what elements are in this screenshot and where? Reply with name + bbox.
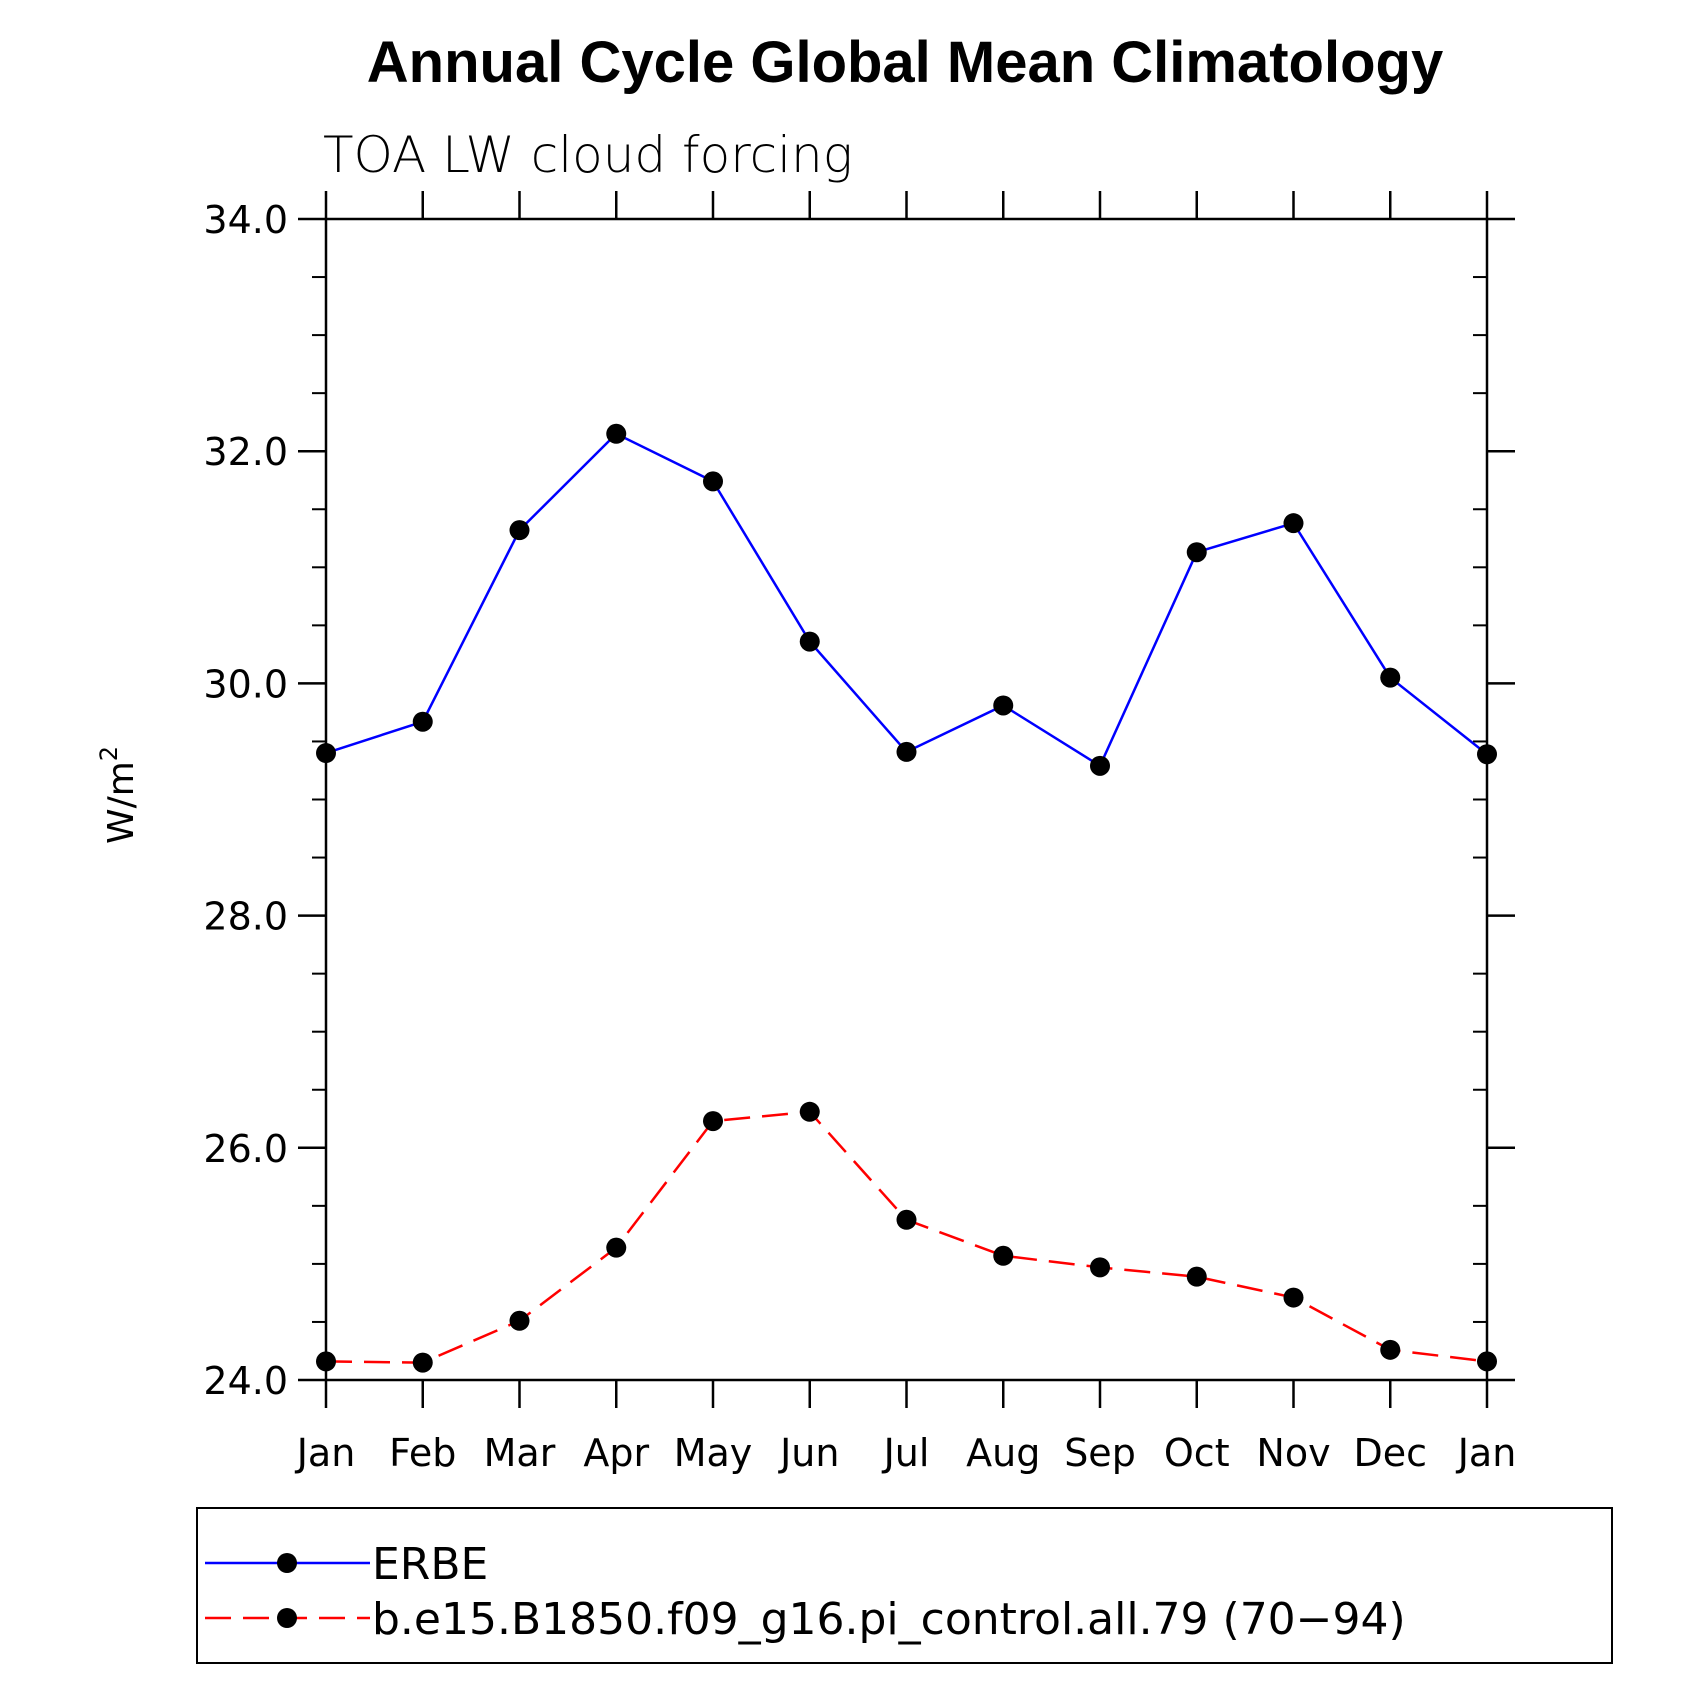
x-tick-label: May — [674, 1431, 753, 1475]
x-tick-label: Nov — [1256, 1431, 1330, 1475]
series-2-point — [606, 1237, 627, 1258]
svg-text:W/m2: W/m2 — [95, 746, 142, 844]
legend-marker-1 — [277, 1553, 297, 1573]
chart-title: Annual Cycle Global Mean Climatology — [367, 30, 1443, 95]
legend: ERBEb.e15.B1850.f09_g16.pi_control.all.7… — [205, 1539, 1406, 1645]
x-tick-label: Sep — [1064, 1431, 1136, 1475]
x-tick-label: Jul — [882, 1431, 930, 1475]
series-1-point — [993, 695, 1014, 716]
legend-label-2: b.e15.B1850.f09_g16.pi_control.all.79 (7… — [372, 1594, 1406, 1645]
series-1-point — [1477, 744, 1497, 765]
series-2-point — [1186, 1266, 1207, 1287]
series-2-point — [412, 1352, 433, 1373]
series-1-point — [703, 471, 723, 492]
series-2-point — [316, 1351, 336, 1372]
series-2-point — [799, 1101, 820, 1122]
y-tick-label: 30.0 — [203, 662, 288, 706]
y-tick-label: 24.0 — [203, 1359, 288, 1403]
legend-box — [196, 1507, 1613, 1664]
x-tick-label: Jan — [1456, 1431, 1517, 1475]
series-2-point — [703, 1111, 723, 1132]
series-2-point — [1477, 1351, 1497, 1372]
series-1-point — [606, 423, 627, 444]
y-tick-label: 26.0 — [203, 1127, 288, 1171]
series-1-point — [509, 520, 530, 541]
axes: Jan Feb Mar Apr May Jun Jul Aug Sep Oct Nov Dec Jan2… — [203, 191, 1516, 1475]
series-1-point — [1283, 513, 1304, 534]
x-tick-label: Feb — [389, 1431, 456, 1475]
series-1-point — [896, 741, 917, 762]
series-1-point — [316, 743, 336, 764]
series-2-point — [1283, 1287, 1304, 1308]
y-axis-label-text: W/m — [101, 761, 142, 844]
series-2-point — [509, 1310, 530, 1331]
x-tick-label: Dec — [1353, 1431, 1427, 1475]
legend-marker-2 — [277, 1608, 297, 1628]
series-1-point — [1090, 755, 1110, 776]
series-2-point — [896, 1209, 917, 1230]
y-tick-label: 28.0 — [203, 895, 288, 939]
series-1-point — [1380, 667, 1401, 688]
series-2-point — [993, 1245, 1014, 1266]
legend-label-1: ERBE — [372, 1539, 488, 1590]
y-axis-label: W/m2 — [95, 746, 142, 844]
chart-subtitle: TOA LW cloud forcing — [323, 126, 853, 184]
x-tick-label: Jan — [295, 1431, 356, 1475]
x-tick-label: Mar — [484, 1431, 556, 1475]
series-layer — [316, 423, 1497, 1373]
series-line-1 — [325, 432, 1488, 768]
x-tick-label: Apr — [583, 1431, 649, 1475]
series-2-point — [1380, 1339, 1401, 1360]
series-line-2 — [325, 1110, 1488, 1364]
series-1-point — [1186, 542, 1207, 563]
series-1-point — [412, 711, 433, 732]
series-1-point — [799, 631, 820, 652]
y-axis-label-superscript: 2 — [95, 746, 123, 761]
series-2-point — [1090, 1257, 1110, 1278]
x-tick-label: Oct — [1164, 1431, 1230, 1475]
x-tick-label: Jun — [778, 1431, 839, 1475]
plot-frame — [324, 217, 1489, 1382]
x-tick-label: Aug — [966, 1431, 1040, 1475]
y-tick-label: 32.0 — [203, 430, 288, 474]
y-tick-label: 34.0 — [203, 198, 288, 242]
